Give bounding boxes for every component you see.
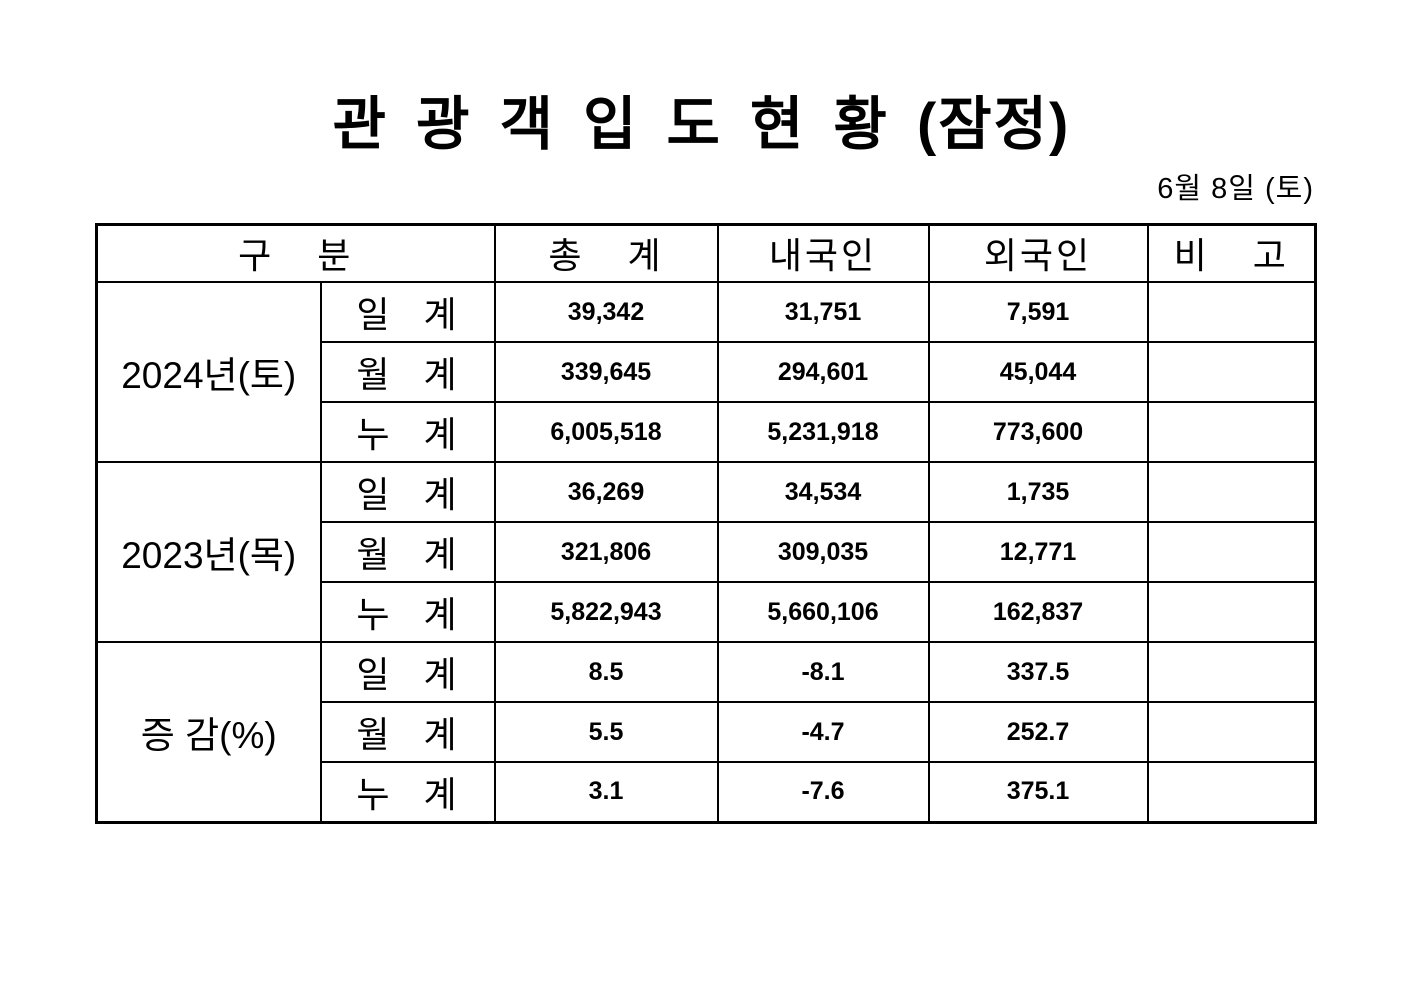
- cell-remarks: [1146, 401, 1317, 464]
- cell-total: 36,269: [493, 461, 719, 524]
- cell-remarks: [1146, 281, 1317, 344]
- cell-total: 3.1: [493, 761, 719, 824]
- row-label-cumulative: 누 계: [319, 581, 496, 644]
- report-date-row: 6월 8일 (토): [95, 165, 1314, 207]
- header-remarks: 비 고: [1146, 223, 1317, 284]
- row-label-cumulative: 누 계: [319, 761, 496, 824]
- table-row-2023-daily: 2023년(목) 일 계 36,269 34,534 1,735: [95, 461, 1317, 644]
- group-label-2024: 2024년(토): [95, 281, 322, 464]
- cell-foreign: 1,735: [927, 461, 1149, 524]
- cell-domestic: -7.6: [716, 761, 930, 824]
- header-category: 구 분: [95, 223, 496, 284]
- cell-foreign: 252.7: [927, 701, 1149, 764]
- header-total: 총 계: [493, 223, 719, 284]
- row-label-daily: 일 계: [319, 461, 496, 524]
- cell-total: 6,005,518: [493, 401, 719, 464]
- table-row-2024-cumulative: 누 계 6,005,518 5,231,918 773,600: [97, 401, 1317, 464]
- cell-remarks: [1146, 761, 1317, 824]
- cell-domestic: 31,751: [716, 281, 930, 344]
- cell-foreign: 12,771: [927, 521, 1149, 584]
- table-row-2024-daily: 2024년(토) 일 계 39,342 31,751 7,591: [95, 281, 1317, 464]
- cell-total: 321,806: [493, 521, 719, 584]
- cell-foreign: 337.5: [927, 641, 1149, 704]
- table-row-change-cumulative: 누 계 3.1 -7.6 375.1: [97, 761, 1317, 824]
- cell-remarks: [1146, 341, 1317, 404]
- cell-domestic: -4.7: [716, 701, 930, 764]
- cell-total: 5.5: [493, 701, 719, 764]
- group-label-change-pct: 증 감(%): [95, 641, 322, 824]
- tourist-arrivals-table: 구 분 총 계 내국인 외국인 비 고 2024년(토) 일 계 39,342 …: [95, 222, 1317, 824]
- cell-remarks: [1146, 701, 1317, 764]
- cell-total: 39,342: [493, 281, 719, 344]
- cell-total: 8.5: [493, 641, 719, 704]
- row-label-daily: 일 계: [319, 641, 496, 704]
- table-row-change-daily: 증 감(%) 일 계 8.5 -8.1 337.5: [95, 641, 1317, 824]
- cell-remarks: [1146, 641, 1317, 704]
- table-row-change-monthly: 월 계 5.5 -4.7 252.7: [97, 701, 1317, 764]
- cell-foreign: 375.1: [927, 761, 1149, 824]
- table-row-2024-monthly: 월 계 339,645 294,601 45,044: [97, 341, 1317, 404]
- cell-domestic: 34,534: [716, 461, 930, 524]
- group-label-2023: 2023년(목): [95, 461, 322, 644]
- table-row-2023-monthly: 월 계 321,806 309,035 12,771: [97, 521, 1317, 584]
- cell-domestic: 294,601: [716, 341, 930, 404]
- cell-remarks: [1146, 581, 1317, 644]
- report-date: 6월 8일 (토): [1157, 172, 1314, 205]
- cell-domestic: 5,660,106: [716, 581, 930, 644]
- header-foreign: 외국인: [927, 223, 1149, 284]
- row-label-monthly: 월 계: [319, 521, 496, 584]
- cell-domestic: 5,231,918: [716, 401, 930, 464]
- cell-foreign: 773,600: [927, 401, 1149, 464]
- row-label-cumulative: 누 계: [319, 401, 496, 464]
- row-label-monthly: 월 계: [319, 701, 496, 764]
- cell-domestic: -8.1: [716, 641, 930, 704]
- cell-foreign: 45,044: [927, 341, 1149, 404]
- cell-domestic: 309,035: [716, 521, 930, 584]
- row-label-monthly: 월 계: [319, 341, 496, 404]
- cell-foreign: 162,837: [927, 581, 1149, 644]
- cell-remarks: [1146, 461, 1317, 524]
- table-row-2023-cumulative: 누 계 5,822,943 5,660,106 162,837: [97, 581, 1317, 644]
- page-title: 관 광 객 입 도 현 황 (잠정): [332, 92, 1071, 157]
- cell-total: 5,822,943: [493, 581, 719, 644]
- cell-total: 339,645: [493, 341, 719, 404]
- cell-remarks: [1146, 521, 1317, 584]
- cell-foreign: 7,591: [927, 281, 1149, 344]
- table-header-row: 구 분 총 계 내국인 외국인 비 고: [95, 223, 1317, 284]
- row-label-daily: 일 계: [319, 281, 496, 344]
- header-domestic: 내국인: [716, 223, 930, 284]
